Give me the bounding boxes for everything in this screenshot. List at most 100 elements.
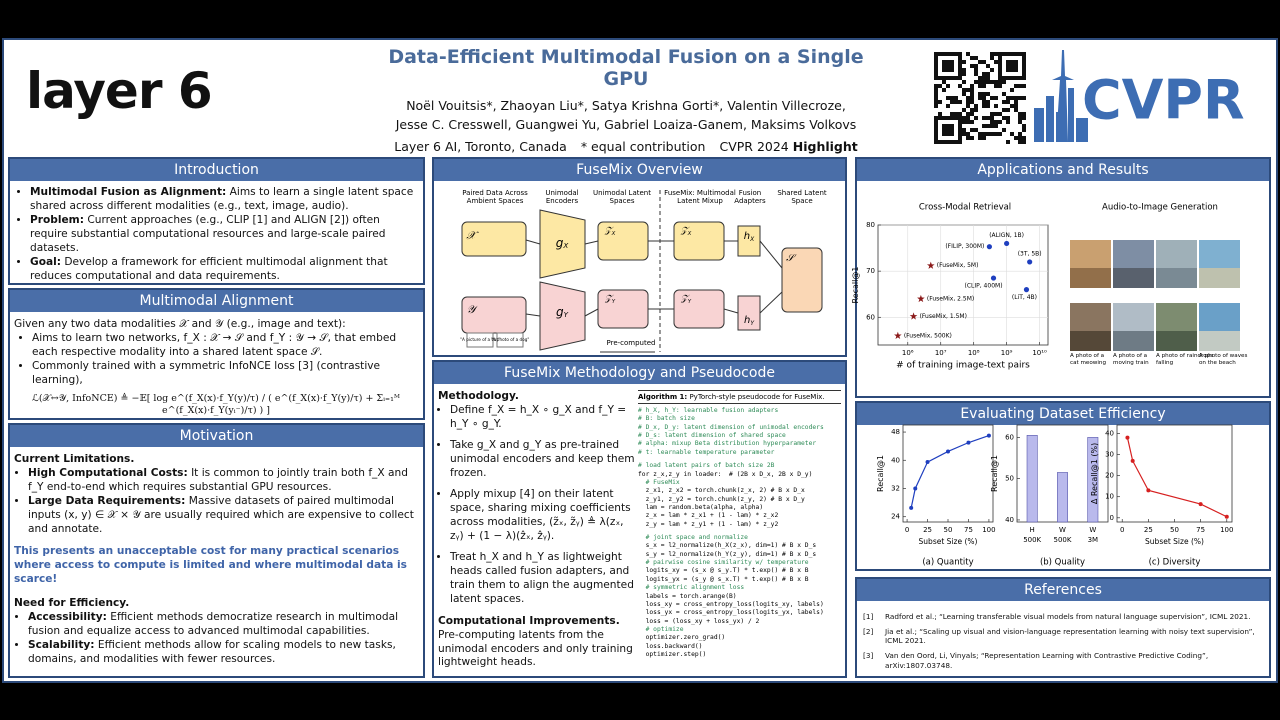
bullet-list: Aims to learn two networks, f_X : 𝒳 → 𝒮 … bbox=[14, 332, 418, 388]
bullet-list: Define f_X = h_X ∘ g_X and f_Y = h_Y ∘ g… bbox=[438, 404, 638, 607]
applications: Applications and Results bbox=[855, 157, 1271, 398]
bullet-lead: Large Data Requirements: bbox=[28, 494, 186, 507]
header-text: Data-Efficient Multimodal Fusion on a Si… bbox=[370, 46, 882, 158]
section-content: Current Limitations.High Computational C… bbox=[14, 453, 420, 667]
code-line: # symmetric alignment loss bbox=[638, 584, 745, 592]
note: * equal contribution bbox=[580, 139, 706, 154]
reference-number: [2] bbox=[863, 626, 874, 636]
section-content: Given any two data modalities 𝒳 and 𝒴 (e… bbox=[14, 318, 418, 418]
section-title: Introduction bbox=[10, 159, 423, 181]
bullet: High Computational Costs: It is common t… bbox=[28, 467, 420, 495]
paragraph: Pre-computing latents from the unimodal … bbox=[438, 628, 633, 669]
multimodal-alignment: Multimodal Alignment Given any two data m… bbox=[8, 288, 425, 420]
affiliation-line: Layer 6 AI, Toronto, Canada * equal contr… bbox=[370, 136, 882, 158]
reference-text: Van den Oord, Li, Vinyals; “Representati… bbox=[885, 650, 1209, 670]
bullet: Commonly trained with a symmetric InfoNC… bbox=[32, 360, 418, 388]
code-line: # h_X, h_Y: learnable fusion adapters bbox=[638, 407, 779, 414]
bullet-lead: Goal: bbox=[30, 255, 61, 268]
affiliation: Layer 6 AI, Toronto, Canada bbox=[394, 139, 567, 154]
introduction: Introduction Multimodal Fusion as Alignme… bbox=[8, 157, 425, 285]
code-line: s_y = l2_normalize(h_Y(z_y), dim=1) # B … bbox=[638, 550, 817, 558]
bullet: Scalability: Efficient methods allow for… bbox=[28, 639, 420, 667]
code-line: # optimize bbox=[638, 625, 684, 633]
code-line: loss = (loss_xy + loss_yx) / 2 bbox=[638, 617, 760, 625]
bullet-list: Multimodal Fusion as Alignment: Aims to … bbox=[16, 186, 416, 283]
bullet: Apply mixup [4] on their latent space, s… bbox=[450, 488, 638, 544]
bullet-text: Efficient methods democratize research i… bbox=[28, 610, 399, 637]
section-title: Multimodal Alignment bbox=[10, 290, 423, 312]
bullet-lead: Scalability: bbox=[28, 638, 95, 651]
code-line: for z_x,z_y in loader: # (2B x D_x, 2B x… bbox=[638, 470, 813, 478]
section-content: [1] Radford et al.; “Learning transferabl… bbox=[863, 612, 1263, 676]
bullet-text: Massive datasets of paired multimodal in… bbox=[28, 494, 414, 535]
section-title: FuseMix Overview bbox=[434, 159, 845, 181]
title: Data-Efficient Multimodal Fusion on a Si… bbox=[388, 46, 864, 90]
code-line: # D_x, D_y: latent dimension of unimodal… bbox=[638, 423, 824, 431]
code-line: # alpha: mixup Beta distribution hyperpa… bbox=[638, 440, 817, 448]
code-line: loss_xy = cross_entropy_loss(logits_xy, … bbox=[638, 600, 824, 608]
bullet-text: Efficient methods allow for scaling mode… bbox=[28, 638, 396, 665]
fusemix-overview: FuseMix Overview bbox=[432, 157, 847, 357]
bullet: Define f_X = h_X ∘ g_X and f_Y = h_Y ∘ g… bbox=[450, 404, 638, 432]
references: References [1] Radford et al.; “Learning t… bbox=[855, 577, 1271, 678]
bullet-text: It is common to jointly train both f_X a… bbox=[28, 466, 408, 493]
bullet: Goal: Develop a framework for efficient … bbox=[30, 255, 416, 283]
formula: ℒ(𝒳↔𝒴, InfoNCE) ≜ −𝔼[ log e^(f_X(x)·f_Y(… bbox=[32, 392, 400, 417]
subheading: Current Limitations. bbox=[14, 453, 135, 465]
bullet-list: Accessibility: Efficient methods democra… bbox=[14, 611, 420, 667]
code-line: logits_yx = (s_y @ s_x.T) * t.exp() # B … bbox=[638, 575, 809, 583]
code-line: optimizer.step() bbox=[638, 651, 707, 659]
code-line: # D_s: latent dimension of shared space bbox=[638, 432, 786, 440]
bullet: Problem: Current approaches (e.g., CLIP … bbox=[30, 214, 416, 256]
bullet-text: Current approaches (e.g., CLIP [1] and A… bbox=[30, 213, 386, 254]
bullet: Multimodal Fusion as Alignment: Aims to … bbox=[30, 186, 416, 214]
reference: [2] Jia et al.; “Scaling up visual and vi… bbox=[863, 627, 1263, 646]
section-title: Evaluating Dataset Efficiency bbox=[857, 403, 1269, 425]
code-line: labels = torch.arange(B) bbox=[638, 592, 737, 600]
bullet-lead: Multimodal Fusion as Alignment: bbox=[30, 186, 227, 198]
bullet: Treat h_X and h_Y as lightweight heads c… bbox=[450, 551, 638, 607]
algorithm-caption-text: PyTorch-style pseudocode for FuseMix. bbox=[689, 393, 825, 401]
subheading: Need for Efficiency. bbox=[14, 596, 130, 609]
bullet-list: High Computational Costs: It is common t… bbox=[14, 467, 420, 537]
code-line: # pairwise cosine similarity w/ temperat… bbox=[638, 559, 809, 567]
code-line: # B: batch size bbox=[638, 415, 695, 423]
code-line: optimizer.zero_grad() bbox=[638, 634, 726, 642]
code-line: # joint space and normalize bbox=[638, 534, 748, 542]
subheading: Computational Improvements. bbox=[438, 614, 620, 627]
bullet: Large Data Requirements: Massive dataset… bbox=[28, 495, 420, 537]
reference-number: [4] bbox=[863, 675, 885, 676]
section-content: Multimodal Fusion as Alignment: Aims to … bbox=[16, 186, 416, 283]
bullet-text: Aims to learn a single latent space shar… bbox=[30, 186, 414, 212]
code-line: z_x = lam * z_x1 + (1 - lam) * z_x2 bbox=[638, 512, 779, 520]
section-title: Motivation bbox=[10, 425, 423, 447]
section-title: Applications and Results bbox=[857, 159, 1269, 181]
alignment-intro: Given any two data modalities 𝒳 and 𝒴 (e… bbox=[14, 318, 346, 330]
reference: [4]Zhang et al.; “mixup: Beyond Empirica… bbox=[863, 675, 1263, 676]
section-title: FuseMix Methodology and Pseudocode bbox=[434, 362, 845, 384]
bullet-lead: Problem: bbox=[30, 213, 84, 226]
section-title: References bbox=[857, 579, 1269, 601]
bullet: Aims to learn two networks, f_X : 𝒳 → 𝒮 … bbox=[32, 332, 418, 360]
bullet-text: Develop a framework for efficient multim… bbox=[30, 255, 388, 282]
reference-text: Radford et al.; “Learning transferable v… bbox=[885, 612, 1251, 621]
reference-number: [3] bbox=[863, 650, 874, 660]
reference-text: Jia et al.; “Scaling up visual and visio… bbox=[885, 626, 1255, 646]
methodology: FuseMix Methodology and Pseudocode Method… bbox=[432, 360, 847, 678]
reference-number: [1] bbox=[863, 612, 874, 621]
code-line: z_y = lam * z_y1 + (1 - lam) * z_y2 bbox=[638, 520, 779, 528]
code-line: # load latent pairs of batch size 2B bbox=[638, 462, 775, 470]
bullet-lead: High Computational Costs: bbox=[28, 466, 188, 479]
code-line: logits_xy = (s_x @ s_y.T) * t.exp() # B … bbox=[638, 567, 809, 575]
reference-text: Zhang et al.; “mixup: Beyond Empirical R… bbox=[885, 675, 1143, 676]
highlight: Highlight bbox=[792, 139, 858, 154]
venue: CVPR 2024 bbox=[719, 139, 789, 154]
code-line: lam = random.beta(alpha, alpha) bbox=[638, 503, 764, 511]
authors: Jesse C. Cresswell, Guangwei Yu, Gabriel… bbox=[395, 117, 857, 132]
code-line: s_x = l2_normalize(h_X(z_x), dim=1) # B … bbox=[638, 542, 817, 550]
dataset-efficiency: Evaluating Dataset Efficiency bbox=[855, 401, 1271, 571]
section-content: Methodology. Define f_X = h_X ∘ g_X and f… bbox=[438, 390, 638, 676]
logo: layer 6 bbox=[26, 62, 213, 120]
